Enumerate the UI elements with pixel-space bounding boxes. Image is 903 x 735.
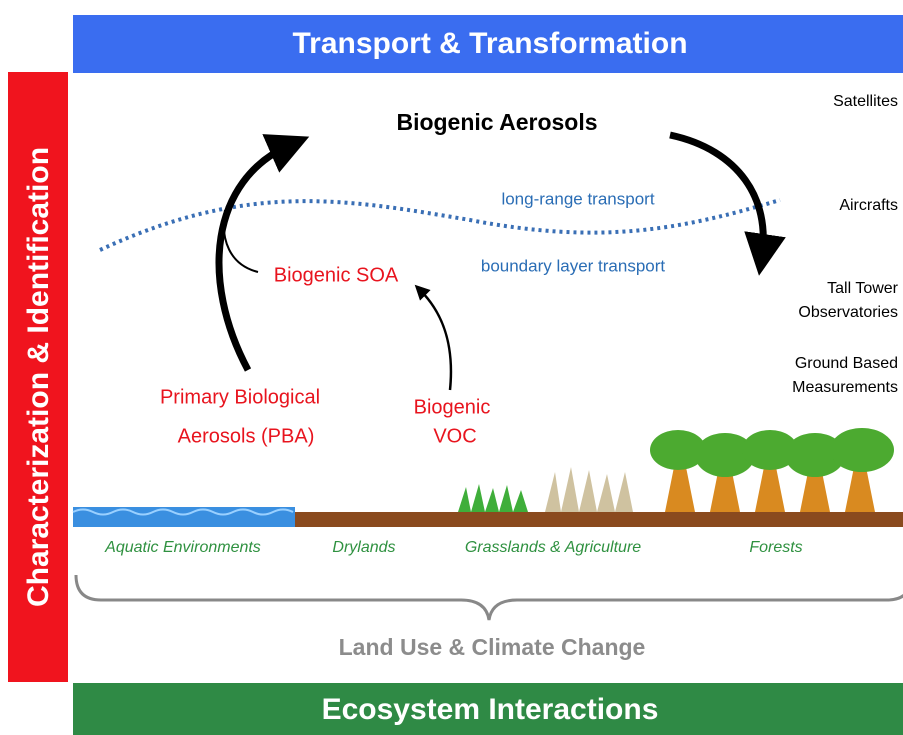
grass: [458, 484, 528, 512]
voc-label: Biogenic: [414, 396, 491, 418]
long-range-label: long-range transport: [501, 189, 654, 208]
pba-label: Primary Biological: [160, 386, 320, 408]
water: [73, 507, 295, 527]
left-banner: [8, 72, 68, 682]
env-label: Drylands: [332, 539, 395, 556]
boundary-label: boundary layer transport: [481, 256, 666, 275]
boundary-line: [99, 198, 781, 252]
deposition-arrow: [669, 131, 786, 276]
obs-label: Observatories: [798, 304, 898, 321]
env-label: Grasslands & Agriculture: [465, 539, 641, 556]
forest: [650, 428, 894, 512]
left-banner-text: Characterization & Identification: [22, 147, 55, 607]
bottom-banner-text: Ecosystem Interactions: [322, 693, 659, 726]
top-banner: [73, 15, 903, 73]
waves: [72, 508, 294, 516]
brace-label: Land Use & Climate Change: [339, 634, 646, 660]
obs-label: Ground Based: [795, 355, 898, 372]
bottom-banner: [73, 683, 903, 735]
obs-label: Measurements: [792, 379, 898, 396]
obs-label: Aircrafts: [839, 197, 898, 214]
brace: [74, 574, 903, 621]
env-label: Aquatic Environments: [104, 539, 261, 556]
soil: [295, 512, 903, 527]
top-banner-text: Transport & Transformation: [292, 27, 687, 60]
env-label: Forests: [749, 539, 802, 556]
soa-link: [222, 209, 259, 273]
pba-arrow: [215, 134, 310, 372]
center-title: Biogenic Aerosols: [396, 109, 597, 135]
crops: [545, 467, 633, 512]
pba-label: Aerosols (PBA): [178, 425, 315, 447]
voc-label: VOC: [433, 425, 476, 447]
obs-label: Satellites: [833, 93, 898, 110]
obs-label: Tall Tower: [827, 280, 899, 297]
soa-label: Biogenic SOA: [274, 264, 399, 286]
voc-arrow: [414, 284, 453, 391]
